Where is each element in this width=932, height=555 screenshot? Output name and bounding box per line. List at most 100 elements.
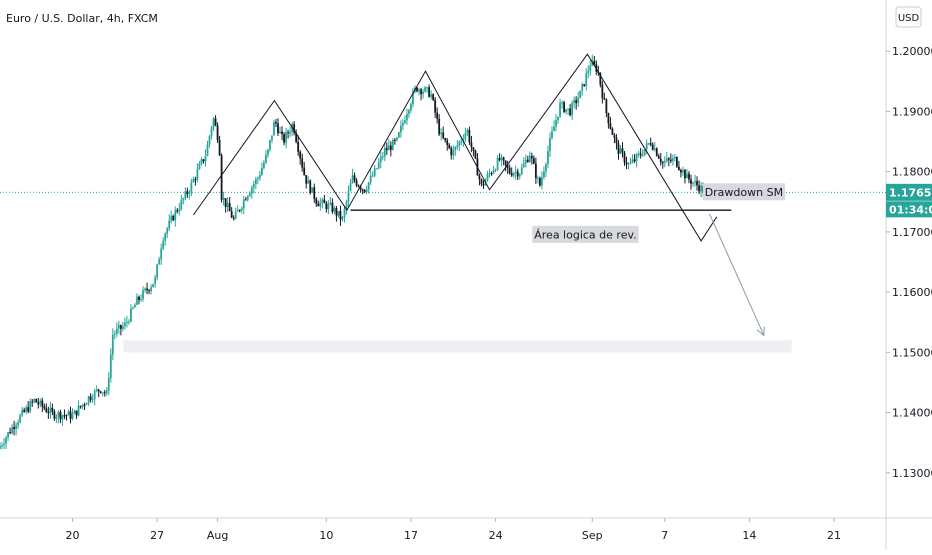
candle-body [15,425,18,429]
candle-body [458,141,461,146]
annotation-reversal-area-label[interactable]: Área logica de rev. [534,228,636,241]
candle-body [532,158,535,164]
x-tick-label: 14 [742,529,756,542]
candle-body [115,328,118,334]
projection-arrow-head [756,326,765,337]
candle-body [416,87,418,92]
candle-body [389,145,392,150]
candle-body [659,158,662,163]
candle-body [680,169,682,173]
candle-body [1,445,3,447]
candle-body [305,175,308,184]
candle-body [208,135,211,145]
candle-body [565,109,567,113]
candle-body [263,162,265,169]
candle-body [242,199,245,209]
candle-body [182,198,185,200]
candle-body [673,157,676,159]
candle-body [669,159,672,161]
candle-body [448,144,451,149]
candle-body [220,155,223,200]
currency-button[interactable] [895,6,922,28]
current-price-tag: 1.17657 [886,183,932,201]
annotation-drawdown-label[interactable]: Drawdown SM [705,186,783,199]
candle-body [19,415,22,423]
projection-arrow[interactable] [709,213,765,336]
y-tick-label: 1.17000 [892,226,932,239]
candle-body [569,108,572,116]
candle-body [109,354,112,379]
candle-body [103,392,106,394]
candle-body [248,193,251,197]
candle-body [33,399,36,402]
candle-body [136,296,138,305]
candle-body [591,60,594,66]
candle-body [279,131,281,134]
candle-body [520,167,523,175]
candle-body [353,175,356,181]
candle-body [269,140,271,150]
candle-body [367,182,370,190]
candle-body [244,199,247,201]
candle-body [494,169,497,171]
candle-body [57,412,60,417]
candle-body [218,139,221,156]
candle-body [140,299,142,301]
candle-body [450,148,453,156]
candle-body [631,159,634,163]
candle-body [442,132,445,139]
candle-body [619,148,622,154]
candle-body [21,409,24,416]
candle-body [121,326,124,329]
candle-body [75,410,78,416]
candle-body [361,189,364,191]
candle-body [275,121,277,124]
currency-label: USD [898,13,920,24]
candle-body [53,411,56,419]
candle-body [339,211,342,220]
candle-body [369,175,372,183]
candle-body [474,150,477,159]
candle-body [387,145,390,151]
candle-body [637,153,640,155]
candle-body [164,233,167,241]
candle-body [422,91,424,95]
candle-body [61,415,64,420]
zigzag-pattern-line[interactable] [192,53,718,242]
candle-body [593,60,596,65]
candle-body [655,148,658,156]
candle-body [446,140,449,145]
candle-body [440,132,443,135]
candle-body [516,171,519,177]
candle-body [651,144,654,150]
candle-body [190,182,193,193]
candle-body [426,87,428,89]
candle-body [506,165,509,168]
candle-body [589,65,592,71]
candle-body [301,158,304,168]
candle-body [156,264,159,278]
candle-body [665,158,668,162]
candle-body [518,174,521,177]
candle-body [331,202,334,212]
candle-body [152,284,155,288]
x-tick-label: Aug [207,529,228,542]
candle-body [581,84,584,91]
candle-body [379,156,382,163]
candle-body [567,108,570,110]
candle-body [381,156,384,158]
annotation-box [702,183,786,201]
candle-body [371,175,374,177]
candle-body [188,192,191,194]
candle-body [629,162,632,164]
candle-body [627,163,630,165]
candle-body [317,203,320,207]
candle-body [609,123,612,129]
candle-body [212,118,215,128]
candle-body [543,171,545,178]
candle-body [289,131,291,134]
candle-body [575,100,578,104]
candle-body [323,199,326,204]
